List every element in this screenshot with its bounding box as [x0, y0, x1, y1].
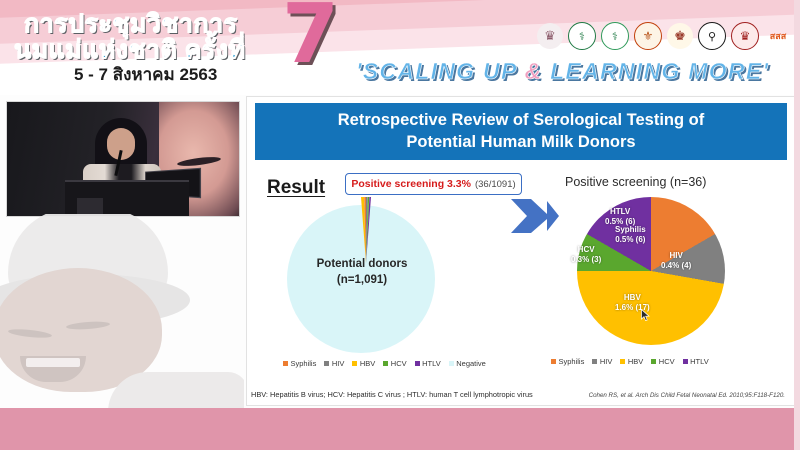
pie-segment-label-htlv: HTLV 0.5% (6): [605, 207, 635, 228]
callout-percent-text: Positive screening 3.3%: [351, 178, 471, 190]
segment-value-syphilis: 0.5% (6): [615, 235, 646, 245]
legend-label-htlv-right: HTLV: [690, 357, 709, 366]
unicef-logo: ⚲: [698, 22, 726, 50]
segment-name-htlv: HTLV: [609, 207, 631, 216]
segment-name-hiv: HIV: [669, 251, 683, 260]
positive-screening-chart-title: Positive screening (n=36): [565, 175, 707, 189]
legend-label-hcv: HCV: [390, 359, 407, 368]
potential-donors-label-line1: Potential donors: [316, 258, 408, 270]
pie-segment-label-syphilis: Syphilis 0.5% (6): [615, 225, 646, 246]
legend-swatch-syphilis-right: [551, 359, 556, 364]
abbreviation-note: HBV: Hepatitis B virus; HCV: Hepatitis C…: [251, 390, 533, 399]
mouse-cursor-icon: [641, 309, 650, 322]
bottom-pink-bar: [0, 408, 800, 450]
legend-item-hiv-right: HIV: [592, 357, 612, 366]
legend-swatch-hcv-right: [651, 359, 657, 364]
segment-value-hbv: 1.6% (17): [615, 303, 650, 313]
tagline-ampersand: &: [524, 58, 543, 85]
legend-swatch-htlv: [414, 361, 420, 366]
legend-label-hcv-right: HCV: [658, 357, 675, 366]
right-pink-edge: [794, 0, 800, 450]
potential-donors-pie-chart: [287, 205, 435, 353]
right-chart-legend: Syphilis HIV HBV HCV HTLV: [551, 357, 709, 366]
legend-label-hbv: HBV: [359, 359, 376, 368]
segment-value-hiv: 0.4% (4): [661, 261, 692, 271]
legend-label-hiv: HIV: [331, 359, 345, 368]
legend-swatch-negative: [448, 361, 454, 366]
segment-name-syphilis: Syphilis: [615, 225, 646, 234]
positive-screening-pie-chart: [577, 197, 725, 345]
conference-banner: การประชุมวิชาการ นมแม่แห่งชาติ ครั้งที่ …: [0, 0, 800, 95]
royal-college-logo: ♚: [667, 23, 693, 49]
university-logo: ♛: [731, 22, 759, 50]
legend-label-htlv: HTLV: [422, 359, 441, 368]
positive-screening-callout: Positive screening 3.3% (36/1091): [345, 173, 522, 195]
legend-label-syphilis-right: Syphilis: [558, 357, 585, 366]
watermark-shoulder: [108, 372, 244, 414]
ministry-health-logo: ⚕: [568, 22, 596, 50]
speaker-video-thumbnail[interactable]: [6, 101, 240, 217]
legend-label-hbv-right: HBV: [627, 357, 644, 366]
legend-swatch-syphilis: [283, 361, 288, 366]
potential-donors-label-line2: (n=1,091): [336, 273, 388, 286]
legend-item-htlv-right: HTLV: [682, 357, 709, 366]
slide-title-bar: Retrospective Review of Serological Test…: [255, 103, 787, 160]
tagline-part2: LEARNING MORE': [542, 58, 770, 85]
legend-item-syphilis-right: Syphilis: [551, 357, 584, 366]
legend-swatch-htlv-right: [682, 359, 688, 364]
conference-date: 5 - 7 สิงหาคม 2563: [74, 65, 218, 84]
legend-item-hbv: HBV: [352, 359, 375, 368]
pie-segment-label-hiv: HIV 0.4% (4): [661, 251, 691, 272]
podium-plate: [77, 198, 103, 214]
conference-thai-title-line2: นมแม่แห่งชาติ ครั้งที่: [13, 35, 246, 64]
chevron-arrow-icon: [511, 199, 559, 233]
presentation-slide: Retrospective Review of Serological Test…: [246, 96, 796, 406]
reference-citation: Cohen RS, et al. Arch Dis Child Fetal Ne…: [588, 392, 785, 399]
segment-name-hcv: HCV: [577, 245, 595, 254]
conference-tagline: 'SCALING UP & LEARNING MORE': [356, 58, 769, 85]
legend-label-syphilis: Syphilis: [290, 359, 317, 368]
left-chart-legend: Syphilis HIV HBV HCV HTLV Negative: [283, 359, 486, 368]
legend-swatch-hbv: [352, 361, 358, 366]
legend-item-syphilis: Syphilis: [283, 359, 316, 368]
legend-label-negative: Negative: [456, 359, 486, 368]
slide-title-line1: Retrospective Review of Serological Test…: [337, 111, 705, 130]
segment-value-hcv: 0.3% (3): [571, 255, 602, 265]
watermark-teeth: [26, 358, 80, 367]
callout-fraction-text: (36/1091): [474, 178, 516, 190]
legend-swatch-hiv-right: [592, 359, 598, 364]
legend-swatch-hiv: [324, 361, 330, 366]
legend-item-htlv: HTLV: [414, 359, 441, 368]
pie-segment-label-hbv: HBV 1.6% (17): [615, 293, 650, 314]
thai-breastfeeding-logo: ⚕: [601, 22, 629, 50]
legend-item-hcv-right: HCV: [651, 357, 675, 366]
thaihealth-sss-logo: สสส: [769, 31, 787, 41]
sponsor-logo-strip: ♛ ⚕ ⚕ ⚜ ♚ ⚲ ♛ สสส: [537, 22, 792, 50]
legend-swatch-hbv-right: [620, 359, 626, 364]
legend-label-hiv-right: HIV: [599, 357, 613, 366]
legend-item-hbv-right: HBV: [620, 357, 643, 366]
legend-item-negative: Negative: [448, 359, 486, 368]
legend-item-hiv: HIV: [324, 359, 344, 368]
legend-swatch-hcv: [383, 361, 389, 366]
tagline-part1: 'SCALING UP: [356, 58, 525, 85]
legend-item-hcv: HCV: [383, 359, 407, 368]
slide-footnote: HBV: Hepatitis B virus; HCV: Hepatitis C…: [251, 390, 791, 399]
conference-thai-title-line1: การประชุมวิชาการ: [23, 9, 238, 38]
baby-watermark-image: [0, 214, 244, 414]
slide-title-line2: Potential Human Milk Donors: [406, 132, 636, 151]
result-heading: Result: [267, 177, 326, 198]
royal-emblem-logo: ♛: [537, 23, 563, 49]
pie-segment-label-hcv: HCV 0.3% (3): [571, 245, 601, 266]
potential-donors-center-label: Potential donors (n=1,091): [281, 257, 443, 288]
conference-edition-number: 7: [282, 0, 340, 82]
segment-value-htlv: 0.5% (6): [605, 217, 636, 227]
positive-sliver-segment: [361, 197, 371, 263]
segment-name-hbv: HBV: [623, 293, 641, 302]
pediatric-society-logo: ⚜: [634, 22, 662, 50]
